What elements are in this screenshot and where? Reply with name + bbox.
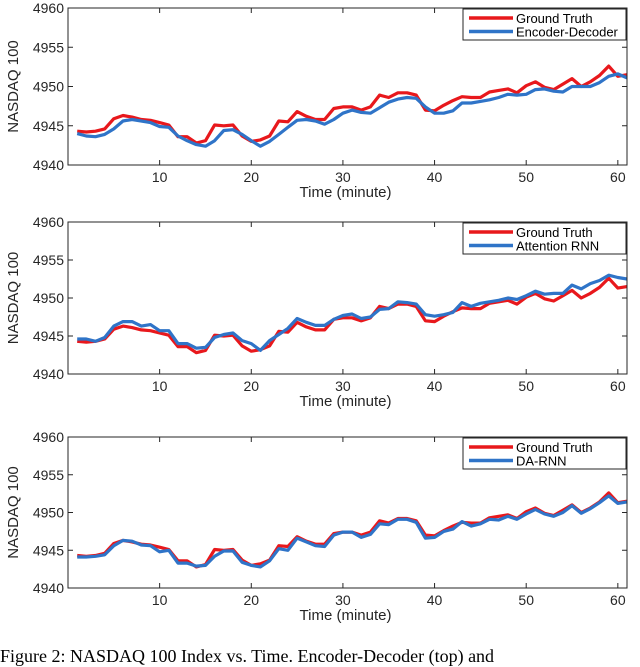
y-tick-label: 4940 (33, 157, 64, 173)
legend-box (462, 222, 627, 255)
legend-label: Ground Truth (516, 11, 593, 26)
y-tick-label: 4950 (33, 290, 64, 306)
y-axis-label: NASDAQ 100 (5, 40, 22, 133)
y-tick-label: 4955 (33, 39, 64, 55)
legend-box (462, 437, 627, 470)
y-tick-label: 4960 (33, 214, 64, 230)
x-tick-label: 60 (610, 169, 626, 185)
x-tick-label: 30 (335, 592, 351, 608)
x-tick-label: 10 (152, 169, 168, 185)
y-tick-label: 4950 (33, 505, 64, 521)
legend-label: Ground Truth (516, 440, 593, 455)
y-tick-label: 4945 (33, 542, 64, 558)
x-tick-label: 50 (518, 169, 534, 185)
x-tick-label: 40 (427, 169, 443, 185)
series-line-ground-truth (77, 276, 628, 355)
subplot-2: 10 20 30 40 50 60 4940 4945 4950 4955 4960 Time (mi… (5, 214, 628, 410)
legend-label: Encoder-Decoder (516, 25, 619, 40)
y-tick-label: 4960 (33, 429, 64, 445)
x-tick-label: 40 (427, 378, 443, 394)
x-tick-label: 20 (243, 378, 259, 394)
y-axis-label: NASDAQ 100 (5, 252, 22, 345)
series-line-attention-rnn (77, 273, 628, 352)
x-tick-label: 30 (335, 378, 351, 394)
x-tick-label: 20 (243, 169, 259, 185)
y-tick-label: 4955 (33, 467, 64, 483)
x-tick-label: 10 (152, 378, 168, 394)
x-tick-label: 40 (427, 592, 443, 608)
x-tick-label: 60 (610, 592, 626, 608)
subplot-3: 10 20 30 40 50 60 4940 4945 4950 4955 4960 Time (mi… (5, 429, 628, 624)
legend-label: Ground Truth (516, 225, 593, 240)
y-tick-label: 4945 (33, 328, 64, 344)
series-line-da-rnn (77, 494, 628, 569)
y-tick-label: 4955 (33, 252, 64, 268)
x-tick-label: 60 (610, 378, 626, 394)
x-tick-label: 50 (518, 592, 534, 608)
series-line-ground-truth (77, 64, 628, 145)
legend-label: DA-RNN (516, 454, 567, 469)
x-axis-label: Time (minute) (300, 393, 392, 410)
y-axis-label: NASDAQ 100 (5, 466, 22, 559)
x-tick-label: 20 (243, 592, 259, 608)
legend-label: Attention RNN (516, 239, 599, 254)
y-tick-label: 4960 (33, 0, 64, 16)
x-tick-label: 50 (518, 378, 534, 394)
y-tick-label: 4940 (33, 366, 64, 382)
y-tick-label: 4940 (33, 580, 64, 596)
x-tick-label: 30 (335, 169, 351, 185)
y-tick-label: 4945 (33, 118, 64, 134)
x-tick-label: 10 (152, 592, 168, 608)
x-axis-label: Time (minute) (300, 607, 392, 624)
series-line-ground-truth (77, 491, 628, 569)
legend-box (462, 8, 627, 41)
series-line-encoder-decoder (76, 72, 628, 148)
x-axis-label: Time (minute) (300, 184, 392, 201)
y-tick-label: 4950 (33, 79, 64, 95)
subplot-1: 10 20 30 40 50 60 4940 4945 4950 4955 4960 Time (mi… (5, 0, 628, 201)
